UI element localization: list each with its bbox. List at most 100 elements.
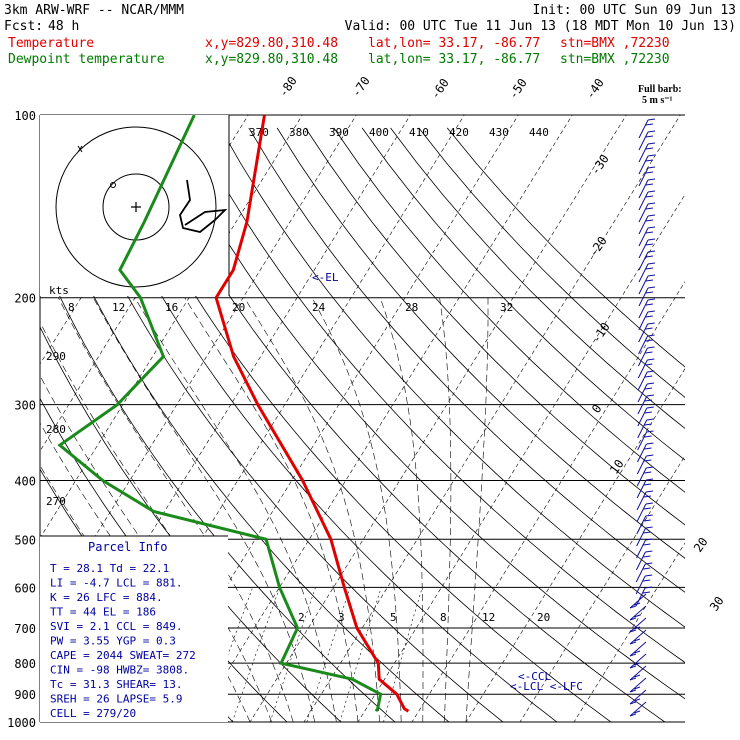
- hodograph-ring-label: 20: [232, 301, 245, 314]
- theta-label: 410: [409, 126, 429, 139]
- temperature-legend: Temperature: [8, 36, 94, 51]
- isotherm-label: 20: [691, 535, 711, 555]
- temperature-stn: stn=BMX ,72230: [560, 36, 670, 51]
- mixing-ratio-label: 8: [440, 611, 447, 624]
- pressure-labels: 100 200 300 400 500 600 700 800 900 1000: [7, 109, 36, 730]
- wind-barb: [638, 178, 656, 199]
- wind-barb: [635, 550, 653, 571]
- isotherm-label: -20: [586, 234, 610, 260]
- fcst-value: 48 h: [48, 19, 79, 34]
- temperature-latlon: lat,lon= 33.17, -86.77: [368, 36, 540, 51]
- init-time: Init: 00 UTC Sun 09 Jun 13: [533, 3, 737, 18]
- ccl-marker: <-CCL: [518, 670, 551, 683]
- wind-barb: [638, 190, 656, 211]
- wind-barb: [636, 538, 653, 559]
- parcel-info-line: CAPE = 2044 SWEAT= 272: [50, 649, 196, 662]
- wind-barb: [638, 202, 656, 223]
- hodograph-ring-label: 32: [500, 301, 513, 314]
- wind-barb: [636, 526, 653, 547]
- parcel-info-box: Parcel Info T = 28.1 Td = 22.1 LI = -4.7 …: [40, 535, 228, 722]
- hodograph-trace: [179, 179, 228, 233]
- theta-label: 430: [489, 126, 509, 139]
- theta-label: 270: [46, 495, 66, 508]
- wind-barb: [635, 586, 653, 607]
- wind-barbs: [629, 118, 656, 717]
- parcel-info-line: SREH = 26 LAPSE= 5.9: [50, 693, 182, 706]
- hodograph-ring-label: 12: [112, 301, 125, 314]
- wind-barb: [629, 677, 647, 693]
- wind-barb: [637, 418, 654, 439]
- mixing-ratio-label: 20: [537, 611, 550, 624]
- wind-barb: [629, 605, 647, 621]
- dewpoint-series: [57, 114, 383, 712]
- model-title: 3km ARW-WRF -- NCAR/MMM: [4, 3, 184, 18]
- wind-barb: [638, 226, 656, 247]
- mixing-ratio-label: 2: [298, 611, 305, 624]
- theta-label: 390: [329, 126, 349, 139]
- parcel-info-line: T = 28.1 Td = 22.1: [50, 562, 169, 575]
- theta-label: 440: [529, 126, 549, 139]
- wind-barb: [637, 394, 655, 415]
- wind-barb: [638, 334, 655, 355]
- isotherm-label: -50: [506, 76, 530, 102]
- wind-barb: [637, 442, 654, 463]
- wind-barb: [638, 130, 656, 151]
- wind-barb: [629, 701, 647, 717]
- pressure-label-100: 100: [14, 109, 36, 123]
- hodograph-origin-icon: [131, 202, 141, 212]
- wind-barb: [636, 478, 654, 499]
- wind-key-units: 5 m s⁻¹: [642, 95, 673, 106]
- hodograph-ring-mark-icon: [77, 145, 83, 153]
- wind-barb: [638, 142, 656, 163]
- valid-time: Valid: 00 UTC Tue 11 Jun 13 (18 MDT Mon …: [345, 19, 736, 34]
- pressure-label-200: 200: [14, 292, 36, 306]
- wind-barb: [636, 514, 653, 535]
- wind-barb: [638, 274, 656, 295]
- pressure-label-1000: 1000: [7, 716, 36, 730]
- dewpoint-latlon: lat,lon= 33.17, -86.77: [368, 52, 540, 67]
- isotherm-label: 10: [607, 457, 627, 477]
- wind-barb: [638, 118, 656, 139]
- isotherm-label: -10: [589, 320, 613, 346]
- wind-barb: [637, 370, 655, 391]
- wind-barb: [635, 574, 653, 595]
- mixing-ratio-label: 3: [338, 611, 345, 624]
- wind-barb: [638, 214, 656, 235]
- pressure-label-800: 800: [14, 657, 36, 671]
- pressure-label-300: 300: [14, 399, 36, 413]
- wind-barb: [629, 653, 647, 669]
- wind-barb: [638, 154, 656, 175]
- wind-barb: [629, 665, 647, 681]
- wind-barb: [629, 629, 647, 645]
- wind-barb: [638, 286, 656, 307]
- wind-barb: [629, 641, 647, 657]
- wind-barb: [638, 238, 656, 259]
- wind-key-label: Full barb:: [638, 84, 682, 95]
- wind-barb: [629, 617, 647, 633]
- parcel-info-line: TT = 44 EL = 186: [50, 606, 156, 619]
- parcel-info-line: CELL = 279/20: [50, 707, 136, 720]
- theta-label: 420: [449, 126, 469, 139]
- wind-barb: [637, 406, 654, 427]
- parcel-info-line: K = 26 LFC = 884.: [50, 591, 163, 604]
- hodograph-ring-outer: [55, 126, 217, 288]
- parcel-info-line: Tc = 31.3 SHEAR= 13.: [50, 678, 182, 691]
- dewpoint-xy: x,y=829.80,310.48: [205, 52, 338, 67]
- theta-labels: 370 380 390 400 410 420 430 440 290 280 270: [46, 126, 549, 508]
- wind-barb: [638, 322, 655, 343]
- wind-barb: [638, 298, 655, 319]
- theta-label: 380: [289, 126, 309, 139]
- isotherm-label: 30: [707, 594, 727, 614]
- wind-barb: [638, 250, 656, 271]
- pressure-label-400: 400: [14, 474, 36, 488]
- wind-barb: [629, 689, 647, 705]
- parcel-info-line: PW = 3.55 YGP = 0.3: [50, 635, 176, 648]
- mixing-ratio-labels: 2 3 5 8 12 20: [298, 611, 550, 624]
- isotherm-label: -70: [349, 74, 373, 100]
- fcst-label: Fcst:: [4, 19, 43, 34]
- theta-label: 280: [46, 423, 66, 436]
- parcel-info-line: LI = -4.7 LCL = 881.: [50, 577, 182, 590]
- pressure-label-700: 700: [14, 622, 36, 636]
- hodograph-ring-label: 28: [405, 301, 418, 314]
